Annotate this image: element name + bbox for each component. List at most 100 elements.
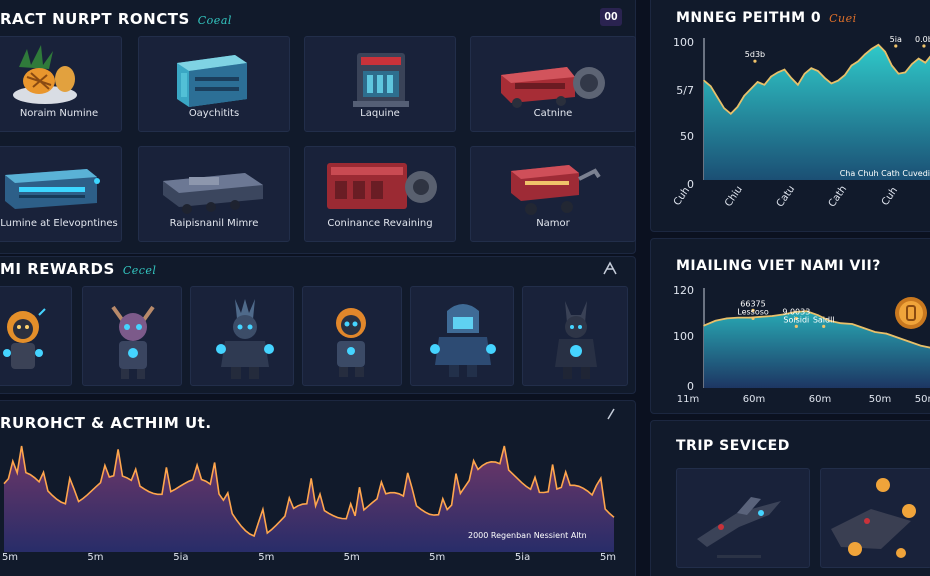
mining-cart-icon [163, 173, 263, 214]
x-tick-label: 50m [915, 394, 930, 405]
area-fill [704, 44, 930, 180]
annotation-label: 5d3b [745, 50, 765, 59]
activity-chart: 2000 Regenban Nessient Altn 5m 5m 5ia 5m 5m 5… [2, 445, 616, 563]
annotation-label: 66375 [740, 299, 765, 308]
machine-card-label: Namor [536, 218, 570, 229]
data-point [716, 96, 719, 98]
activity-area [4, 446, 614, 552]
x-tick-label: Chiu [723, 184, 745, 209]
server-crate-icon [177, 55, 247, 107]
excavator-icon [511, 165, 601, 215]
expand-icon[interactable] [602, 260, 618, 276]
data-point [810, 67, 813, 70]
activity-footer-note: 2000 Regenban Nessient Altn [468, 531, 587, 540]
y-tick-label: 5/7 [676, 84, 694, 97]
annotation-dot [751, 316, 755, 320]
boiler-machine-icon [327, 163, 437, 209]
chart-footer-note: Cha Chuh Cath Cuvedi [840, 169, 930, 178]
x-tick-label: Cuh [880, 185, 900, 207]
rewards-subtitle: Cecel [122, 264, 157, 277]
data-point [703, 324, 705, 327]
machine-card-2[interactable]: Oaychitits [138, 36, 290, 132]
data-point [703, 79, 705, 82]
y-tick-label: 100 [673, 330, 694, 343]
menu-button[interactable]: OO [600, 8, 622, 26]
x-tick-label: 5m [429, 552, 445, 563]
reward-avatar-2[interactable] [82, 286, 182, 386]
annotation-label: 5ia [890, 35, 902, 44]
machines-subtitle: Coeal [197, 14, 232, 27]
data-point [726, 317, 728, 320]
y-tick-label: 100 [673, 36, 694, 49]
food-bowl-icon [13, 45, 77, 104]
x-tick-label: 50m [869, 394, 891, 405]
x-tick-label: Cath [827, 184, 849, 209]
annotation-label: Saidll [813, 315, 835, 324]
annotation-dot [922, 44, 926, 48]
area-fill [704, 311, 930, 388]
annotation-label: Soisidi [783, 315, 809, 324]
machine-card-6[interactable]: Raipisnanil Mimre [138, 146, 290, 242]
machine-card-4[interactable]: Catnine [470, 36, 636, 132]
y-tick-label: 50 [680, 130, 694, 143]
data-point [908, 340, 910, 343]
machine-card-1[interactable]: Noraim Numine [0, 36, 122, 132]
machine-card-5[interactable]: Lumine at Elevopntines [0, 146, 122, 242]
data-point [904, 71, 906, 74]
data-point [877, 43, 880, 46]
horned-robot-icon [111, 305, 155, 379]
annotation-label: 0.0b [915, 35, 930, 44]
trip-card-drone[interactable] [676, 468, 810, 568]
reward-avatar-4[interactable] [302, 286, 402, 386]
x-tick-label: 5ia [515, 552, 530, 563]
annotation-label: Lessoso [737, 307, 769, 316]
x-tick-label: 5m [600, 552, 616, 563]
machine-card-3[interactable]: Laquine [304, 36, 456, 132]
reward-avatar-1[interactable] [0, 286, 72, 386]
data-point [864, 53, 866, 56]
x-tick-label: 5m [87, 552, 103, 563]
coin-icon [894, 296, 928, 330]
x-tick-label: 5m [344, 552, 360, 563]
annotation-dot [794, 316, 798, 320]
annotation-dot [822, 324, 826, 328]
machine-card-label: Lumine at Elevopntines [0, 218, 118, 229]
machine-card-7[interactable]: Coninance Revaining [304, 146, 456, 242]
series-line [703, 43, 930, 116]
mining-chart-subtitle: Cuei [829, 12, 857, 25]
data-point [823, 77, 826, 79]
blue-hooded-robot-icon [430, 304, 496, 377]
data-point [850, 64, 853, 67]
data-point [730, 112, 732, 115]
annotation-dot [753, 59, 757, 63]
y-tick-label: 120 [673, 284, 694, 297]
trip-card-coins[interactable] [820, 468, 930, 568]
x-tick-label: 60m [809, 394, 831, 405]
machine-card-label: Oaychitits [188, 108, 240, 119]
orange-helmet-robot-icon [336, 308, 366, 377]
reward-avatar-3[interactable] [190, 286, 294, 386]
mining-chart-title: MNNEG PEITHM 0 Cuei [676, 10, 857, 26]
annotation-label: 9.0033 [782, 307, 810, 316]
drone-icon [697, 497, 781, 558]
data-point [917, 57, 920, 60]
reward-avatar-5[interactable] [410, 286, 514, 386]
generator-icon [5, 169, 100, 209]
machine-card-label: Raipisnanil Mimre [169, 218, 259, 229]
data-point [797, 83, 799, 86]
expand-icon[interactable] [604, 406, 618, 420]
reward-avatar-6[interactable] [522, 286, 628, 386]
data-point [756, 81, 759, 83]
data-point [748, 316, 751, 319]
x-tick-label: 11m [677, 394, 699, 405]
trip-title: TRIP SEVICED [676, 438, 790, 454]
dark-knight-icon [555, 301, 597, 379]
data-point [771, 315, 774, 317]
machine-card-label: Catnine [533, 108, 573, 119]
machine-card-8[interactable]: Namor [470, 146, 636, 242]
mining-chart-title-text: MNNEG PEITHM 0 [676, 10, 822, 26]
data-point [840, 322, 842, 324]
machine-card-label: Coninance Revaining [327, 218, 433, 229]
data-point [794, 311, 796, 313]
